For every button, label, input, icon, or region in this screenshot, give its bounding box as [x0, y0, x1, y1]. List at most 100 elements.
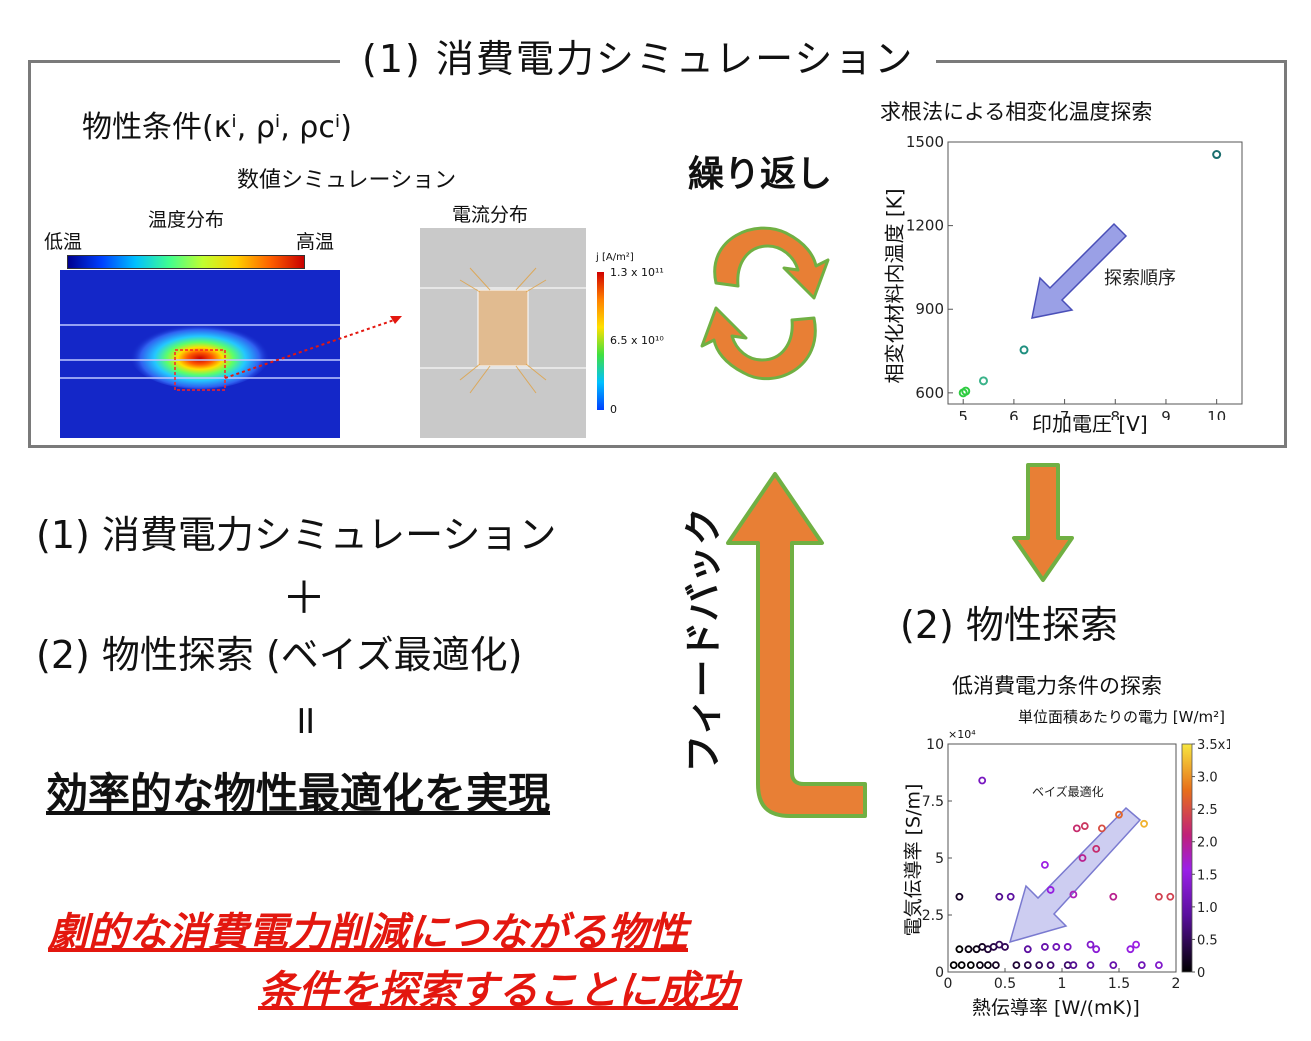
numerical-sim-label: 数値シミュレーション	[237, 168, 457, 193]
chart2-point	[1109, 892, 1118, 901]
chart2-colorbar	[1181, 743, 1193, 973]
chart2-point	[1006, 892, 1015, 901]
success-line2: 条件を探索することに成功	[258, 968, 738, 1014]
chart2-point	[1041, 860, 1049, 869]
chart2-point	[955, 892, 964, 901]
feedback-arrow-icon	[726, 472, 867, 818]
chart2-point	[978, 776, 987, 785]
chart2-point	[1109, 961, 1118, 970]
chart2-point	[964, 945, 973, 954]
chart1-xtick-label: 10	[1207, 408, 1226, 420]
chart1-point	[978, 376, 988, 386]
chart2-point	[1012, 961, 1021, 970]
chart2-colorbar-label: 1.0	[1197, 901, 1218, 916]
chart2-point	[1092, 844, 1101, 853]
high-temp-label: 高温	[296, 231, 335, 253]
chart1-xtick-label: 5	[958, 408, 968, 420]
chart2-ytick-label: 5	[935, 851, 944, 867]
chart2-colorbar-label: 0.5	[1197, 933, 1218, 948]
chart1-point	[1019, 345, 1029, 355]
chart2-axes-box	[947, 743, 1177, 973]
chart2-point	[1046, 961, 1055, 970]
chart2-point	[1063, 943, 1072, 951]
chart2-point	[1097, 824, 1106, 833]
chart2-colorbar-label: 3.0	[1197, 771, 1218, 786]
chart2-xtick-label: 0.5	[994, 976, 1016, 992]
summary-equals: ॥	[292, 697, 316, 743]
chart2-point	[976, 961, 984, 970]
low-temp-label: 低温	[44, 231, 83, 253]
chart1-ytick-label: 1200	[906, 217, 944, 235]
chart2-xtick-label: 0	[944, 976, 953, 992]
chart2-point	[1023, 961, 1032, 970]
chart2-point	[1166, 892, 1175, 901]
chart1-ytick-label: 1500	[906, 133, 944, 151]
chart2-point	[1092, 945, 1101, 954]
chart1-ytick-label: 900	[915, 300, 944, 318]
current-colorbar-unit: j [A/m²]	[596, 252, 634, 263]
summary-line2: (2) 物性探索 (ベイズ最適化)	[36, 633, 523, 677]
chart2-point	[966, 961, 975, 970]
chart2-yscale: ×10⁴	[948, 728, 976, 741]
current-sim-image	[420, 228, 586, 438]
feedback-label: フィードバック	[681, 507, 726, 773]
chart2-point	[995, 892, 1004, 901]
chart2-point	[957, 961, 966, 970]
chart2-point	[1132, 940, 1141, 949]
current-colorbar-mid: 6.5 x 10¹⁰	[610, 334, 664, 347]
chart2-colorbar-label: 1.5	[1197, 868, 1218, 883]
chart2-point	[991, 961, 1000, 970]
current-colorbar-min: 0	[610, 403, 617, 416]
chart2-xtick-label: 2	[1172, 976, 1181, 992]
current-colorbar	[597, 272, 604, 410]
chart1-search-arrow	[1031, 222, 1128, 319]
chart1-ytick-label: 600	[915, 384, 944, 402]
chart2-point	[984, 961, 992, 970]
chart2-point	[1140, 819, 1148, 828]
chart2-ytick-label: 2.5	[922, 908, 944, 924]
chart2-point	[1072, 824, 1081, 833]
chart2-xtick-label: 1.5	[1108, 976, 1130, 992]
chart2-colorbar-label: 単位面積あたりの電力 [W/m²]	[1018, 708, 1225, 726]
chart2-point	[1041, 943, 1049, 951]
chart2-point	[955, 945, 964, 954]
chart2-point	[1023, 945, 1032, 954]
chart2-point	[1052, 943, 1061, 951]
chart1-xtick-label: 7	[1060, 408, 1070, 420]
physical-conditions-label: 物性条件(κⁱ, ρⁱ, ρcⁱ)	[82, 110, 352, 145]
temperature-colorbar	[67, 255, 305, 269]
summary-result: 効率的な物性最適化を実現	[46, 769, 551, 818]
chart1-axes-box	[947, 141, 1243, 405]
success-line1: 劇的な消費電力削減につながる物性	[48, 910, 688, 956]
chart1-annotation: 探索順序	[1104, 268, 1176, 289]
chart2-bayes-arrow	[1008, 806, 1142, 944]
frame-title: (1) 消費電力シミュレーション	[340, 28, 937, 83]
chart2-point	[1154, 961, 1163, 970]
chart2-point	[1137, 961, 1146, 970]
chart2-colorbar-label: 2.5	[1197, 803, 1218, 818]
chart2-point	[1069, 961, 1078, 970]
zoom-pointer-line	[224, 316, 402, 379]
chart2-point	[1035, 961, 1044, 970]
chart2-colorbar-label: 0	[1197, 966, 1205, 981]
arrow-down-icon	[1012, 463, 1074, 582]
chart1-point	[1212, 150, 1222, 160]
temp-dist-label: 温度分布	[148, 209, 225, 231]
cycle-arrows-icon	[700, 226, 830, 381]
chart2-ytick-label: 10	[926, 737, 944, 753]
chart1-point	[961, 386, 971, 396]
chart2-colorbar-label: 2.0	[1197, 836, 1218, 851]
chart2-point	[1154, 892, 1163, 901]
chart2-point	[1080, 822, 1089, 830]
summary-line1: (1) 消費電力シミュレーション	[36, 513, 557, 557]
chart2-title: 低消費電力条件の探索	[952, 674, 1162, 698]
current-colorbar-max: 1.3 x 10¹¹	[610, 266, 664, 279]
chart2-plot: 0 0.5 1 1.5 2 0 2.5 5 7.5 10 ベイズ最適化 0 0.5 1.0 1.5 2.0 2.…	[922, 737, 1230, 992]
chart2-point	[1126, 945, 1135, 954]
section2-title: (2) 物性探索	[900, 603, 1118, 647]
repeat-label: 繰り返し	[688, 154, 833, 195]
chart2-point	[1069, 890, 1078, 899]
chart1-xlabel: 印加電圧 [V]	[1032, 412, 1148, 436]
chart2-point	[1086, 940, 1095, 949]
